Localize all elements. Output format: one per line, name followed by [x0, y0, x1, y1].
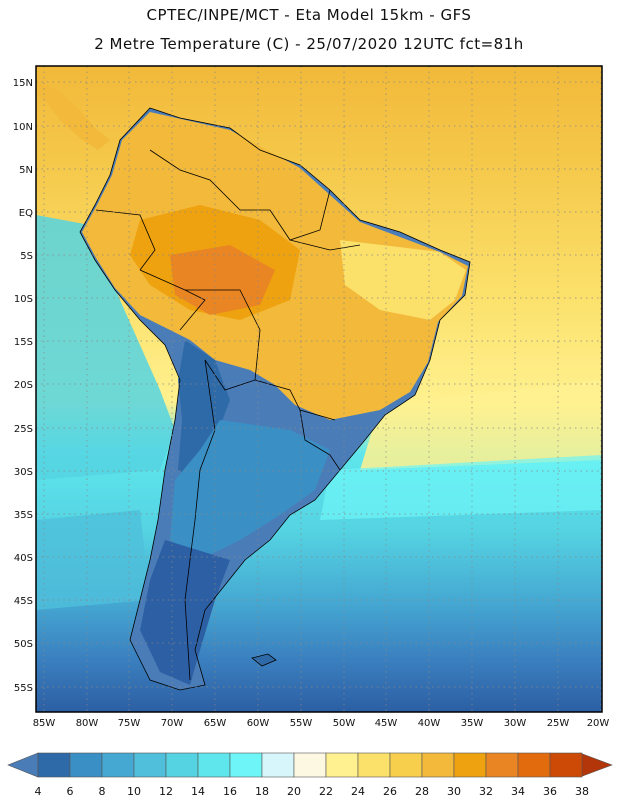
lat-label: 50S — [14, 639, 33, 650]
colorbar-swatch — [37, 752, 71, 778]
colorbar-label: 12 — [159, 785, 173, 798]
colorbar-swatch — [357, 752, 391, 778]
map-frame — [35, 65, 603, 713]
colorbar-label: 32 — [479, 785, 493, 798]
colorbar-swatch — [453, 752, 487, 778]
lat-label: 55S — [14, 683, 33, 694]
colorbar-swatch — [261, 752, 295, 778]
lon-label: 50W — [333, 718, 356, 729]
colorbar-label: 36 — [543, 785, 557, 798]
lat-label: 40S — [14, 553, 33, 564]
colorbar-label: 8 — [99, 785, 106, 798]
lat-label: 15S — [14, 337, 33, 348]
colorbar-label: 26 — [383, 785, 397, 798]
colorbar-swatch — [517, 752, 551, 778]
lat-label: 25S — [14, 424, 33, 435]
central-america — [36, 80, 110, 150]
colorbar-label: 18 — [255, 785, 269, 798]
atlantic-warm-region — [360, 380, 602, 470]
lat-label: 20S — [14, 380, 33, 391]
colorbar-swatch — [69, 752, 103, 778]
pacific-cool-region — [36, 215, 175, 480]
colorbar-swatch — [197, 752, 231, 778]
lat-label: 45S — [14, 596, 33, 607]
map-area — [36, 66, 602, 712]
lon-label: 85W — [33, 718, 56, 729]
lat-label: 10N — [13, 122, 33, 133]
chart-title-line-1: CPTEC/INPE/MCT - Eta Model 15km - GFS — [146, 6, 472, 24]
colorbar-left-arrow — [7, 752, 39, 778]
lon-label: 55W — [290, 718, 313, 729]
colorbar-swatch — [389, 752, 423, 778]
country-borders — [79, 107, 471, 691]
graticule — [36, 66, 602, 712]
lat-label: 10S — [14, 294, 33, 305]
colorbar: 4 6 8 10 12 14 16 18 20 22 24 26 28 30 3… — [7, 752, 613, 798]
colorbar-swatch — [421, 752, 455, 778]
andes-cold — [178, 340, 230, 480]
colorbar-label: 16 — [223, 785, 237, 798]
lon-label: 80W — [76, 718, 99, 729]
hot-core — [170, 245, 275, 315]
pacific-cool-region-south — [36, 510, 150, 610]
chart-title-line-2: 2 Metre Temperature (C) - 25/07/2020 12U… — [94, 35, 524, 53]
lon-label: 45W — [375, 718, 398, 729]
colorbar-swatch — [549, 752, 583, 778]
lat-label: 5S — [20, 251, 33, 262]
lon-label: 25W — [547, 718, 570, 729]
lat-label: EQ — [19, 208, 33, 219]
lon-label: 40W — [418, 718, 441, 729]
colorbar-label: 20 — [287, 785, 301, 798]
colorbar-swatch — [165, 752, 199, 778]
colorbar-right-arrow — [579, 752, 613, 778]
colorbar-label: 14 — [191, 785, 205, 798]
latitude-labels: 15N 10N 5N EQ 5S 10S 15S 20S 25S 30S 35S… — [13, 78, 33, 694]
colorbar-label: 6 — [67, 785, 74, 798]
lon-label: 70W — [161, 718, 184, 729]
southern-cone — [170, 420, 330, 560]
colorbar-label: 4 — [35, 785, 42, 798]
colorbar-label: 34 — [511, 785, 525, 798]
colorbar-label: 30 — [447, 785, 461, 798]
colorbar-swatch — [101, 752, 135, 778]
lon-label: 30W — [504, 718, 527, 729]
colorbar-label: 24 — [351, 785, 365, 798]
lon-label: 35W — [461, 718, 484, 729]
longitude-labels: 85W 80W 75W 70W 65W 60W 55W 50W 45W 40W … — [33, 718, 610, 729]
lon-label: 75W — [118, 718, 141, 729]
falkland-islands — [251, 653, 277, 667]
colorbar-label: 22 — [319, 785, 333, 798]
lat-label: 30S — [14, 467, 33, 478]
lon-label: 65W — [204, 718, 227, 729]
lon-label: 60W — [247, 718, 270, 729]
northeast-brazil — [340, 240, 466, 320]
patagonia — [140, 540, 230, 685]
colorbar-label: 28 — [415, 785, 429, 798]
lon-label: 20W — [587, 718, 610, 729]
colorbar-label: 38 — [575, 785, 589, 798]
colorbar-label: 10 — [127, 785, 141, 798]
colorbar-swatch — [325, 752, 359, 778]
lat-label: 15N — [13, 78, 33, 89]
colorbar-swatch — [293, 752, 327, 778]
colorbar-swatch — [229, 752, 263, 778]
lat-label: 35S — [14, 510, 33, 521]
lat-label: 5N — [19, 165, 33, 176]
colorbar-swatch — [485, 752, 519, 778]
colorbar-swatch — [133, 752, 167, 778]
